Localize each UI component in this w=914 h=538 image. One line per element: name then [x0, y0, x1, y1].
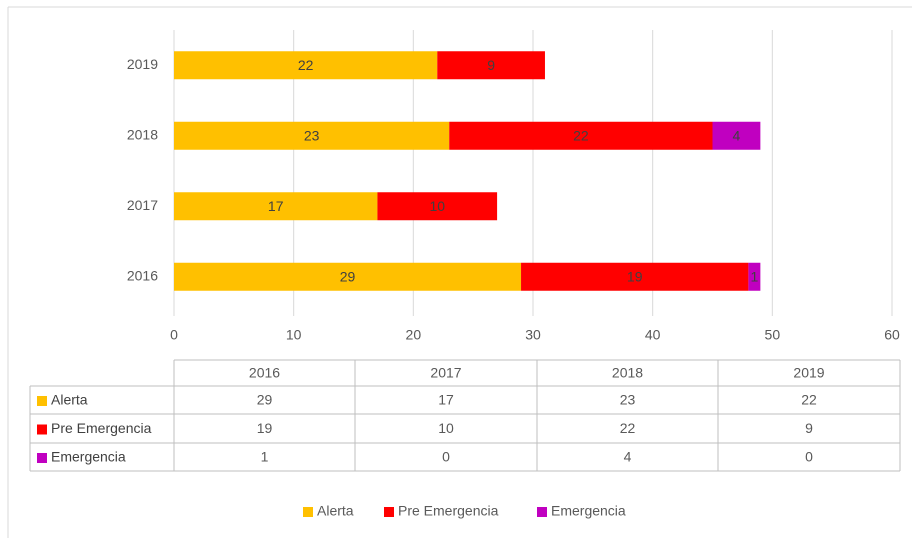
table-key	[37, 396, 47, 406]
table-cell: 17	[438, 392, 454, 408]
data-label: 22	[298, 57, 314, 73]
bar-segment	[748, 262, 761, 291]
table-cell: 0	[442, 449, 450, 465]
y-tick-label: 2016	[127, 267, 158, 283]
bar-segment	[174, 192, 378, 221]
legend-label: Alerta	[317, 503, 354, 519]
legend-label: Pre Emergencia	[398, 503, 499, 519]
x-tick-label: 10	[286, 327, 302, 343]
table-header: 2018	[612, 365, 643, 381]
legend-key	[384, 507, 394, 517]
x-tick-label: 60	[884, 327, 900, 343]
table-cell: 9	[805, 420, 813, 436]
table-cell: 22	[801, 392, 817, 408]
data-label: 9	[487, 57, 495, 73]
table-cell: 1	[261, 449, 269, 465]
y-tick-label: 2019	[127, 56, 158, 72]
data-label: 4	[733, 127, 741, 143]
data-label: 10	[429, 198, 445, 214]
table-cell: 10	[438, 420, 454, 436]
table-cell: 29	[257, 392, 273, 408]
table-cell: 0	[805, 449, 813, 465]
table-row-label: Alerta	[51, 392, 88, 408]
data-label: 23	[304, 127, 320, 143]
bar-segment	[377, 192, 498, 221]
legend-key	[303, 507, 313, 517]
bar-segment	[174, 51, 438, 80]
data-label: 17	[268, 198, 284, 214]
y-tick-label: 2017	[127, 197, 158, 213]
data-label: 19	[627, 268, 643, 284]
bar-segment	[521, 262, 749, 291]
table-key	[37, 453, 47, 463]
table-row-label: Pre Emergencia	[51, 420, 152, 436]
y-tick-label: 2018	[127, 126, 158, 142]
table-cell: 19	[257, 420, 273, 436]
legend-key	[537, 507, 547, 517]
x-tick-label: 20	[406, 327, 422, 343]
bar-segment	[437, 51, 545, 80]
table-cell: 4	[624, 449, 632, 465]
table-cell: 22	[620, 420, 636, 436]
data-label: 22	[573, 127, 589, 143]
x-tick-label: 50	[765, 327, 781, 343]
bar-segment	[712, 121, 761, 150]
data-label: 1	[750, 268, 758, 284]
legend-label: Emergencia	[551, 503, 626, 519]
table-key	[37, 424, 47, 435]
table-header: 2017	[430, 365, 461, 381]
x-tick-label: 0	[170, 327, 178, 343]
bar-segment	[174, 262, 522, 291]
table-header: 2019	[793, 365, 824, 381]
bar-segment	[174, 121, 450, 150]
table-row-label: Emergencia	[51, 449, 126, 465]
x-tick-label: 30	[525, 327, 541, 343]
x-tick-label: 40	[645, 327, 661, 343]
table-cell: 23	[620, 392, 636, 408]
data-label: 29	[340, 268, 356, 284]
bar-segment	[449, 121, 713, 150]
table-header: 2016	[249, 365, 280, 381]
